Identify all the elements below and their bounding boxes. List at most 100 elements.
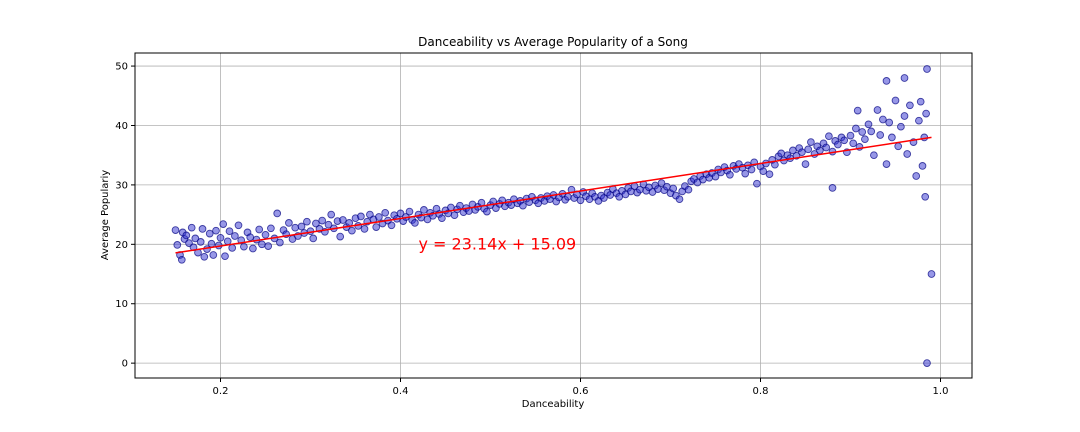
data-point xyxy=(816,146,824,155)
data-point xyxy=(882,160,891,168)
data-points xyxy=(171,65,936,367)
axis-ticks: 0.2 0.4 0.6 0.8 1.0 0 10 20 30 40 50 xyxy=(115,62,948,397)
data-point xyxy=(348,226,356,235)
y-tick-label: 0 xyxy=(122,359,128,370)
data-point xyxy=(381,208,390,217)
data-point xyxy=(387,221,396,230)
outlier-point xyxy=(882,77,891,85)
data-point xyxy=(897,122,905,131)
x-tick-label: 0.6 xyxy=(573,386,589,397)
data-point xyxy=(600,194,608,202)
data-point xyxy=(223,237,232,246)
data-point xyxy=(861,135,869,144)
data-point xyxy=(879,115,887,124)
data-point xyxy=(216,233,225,242)
data-point xyxy=(360,225,369,233)
data-point xyxy=(801,160,810,168)
regression-equation: y = 23.14x + 15.09 xyxy=(419,234,577,253)
data-point xyxy=(372,223,381,231)
outlier-point xyxy=(923,65,931,73)
y-tick-label: 20 xyxy=(115,240,128,251)
x-tick-label: 0.8 xyxy=(753,386,769,397)
y-tick-label: 10 xyxy=(115,299,128,310)
y-axis-label: Average Populariy xyxy=(100,170,111,261)
data-point xyxy=(177,255,186,264)
data-point xyxy=(669,184,678,193)
outlier-point xyxy=(828,184,837,192)
data-point xyxy=(834,140,842,149)
data-point xyxy=(684,185,693,194)
data-point xyxy=(807,138,815,146)
data-point xyxy=(900,112,909,120)
outlier-point xyxy=(923,359,931,367)
data-point xyxy=(438,214,446,223)
data-point xyxy=(747,165,756,174)
data-point xyxy=(840,136,849,145)
data-point xyxy=(912,172,921,180)
data-point xyxy=(231,232,239,240)
data-point xyxy=(519,201,527,210)
data-point xyxy=(420,206,428,214)
data-point xyxy=(711,172,720,181)
data-point xyxy=(212,226,220,235)
data-point xyxy=(906,101,914,110)
data-point xyxy=(200,252,209,261)
data-point xyxy=(916,97,925,106)
data-point xyxy=(849,139,858,148)
data-point xyxy=(228,244,237,252)
data-point xyxy=(456,201,464,210)
data-point xyxy=(246,233,255,242)
data-point xyxy=(885,118,894,127)
data-point xyxy=(327,210,336,219)
data-point xyxy=(894,142,903,151)
regression-line xyxy=(175,136,932,254)
data-point xyxy=(336,232,345,241)
data-point xyxy=(411,219,419,227)
data-point xyxy=(264,242,273,250)
data-point xyxy=(864,120,873,129)
data-point xyxy=(483,207,491,216)
data-point xyxy=(196,238,205,246)
data-point xyxy=(205,229,214,238)
data-point xyxy=(267,224,275,233)
data-point xyxy=(853,106,862,115)
data-point xyxy=(804,145,813,154)
data-point xyxy=(858,128,867,136)
x-tick-label: 1.0 xyxy=(933,386,949,397)
data-point xyxy=(405,207,414,216)
data-point xyxy=(312,219,320,228)
data-point xyxy=(273,209,282,218)
data-point xyxy=(777,149,786,158)
data-point xyxy=(576,196,585,205)
data-point xyxy=(867,127,876,136)
data-point xyxy=(423,215,432,224)
data-point xyxy=(234,221,243,230)
data-point xyxy=(171,226,180,234)
data-point xyxy=(191,234,200,243)
data-point xyxy=(318,216,327,225)
data-point xyxy=(375,213,383,221)
data-point xyxy=(891,96,900,105)
data-point xyxy=(822,143,831,152)
data-point xyxy=(357,212,365,221)
data-point xyxy=(207,239,216,248)
data-point xyxy=(852,124,860,133)
y-tick-label: 30 xyxy=(115,180,128,191)
data-point xyxy=(765,170,774,179)
y-tick-label: 40 xyxy=(115,121,128,132)
data-point xyxy=(309,234,318,243)
data-point xyxy=(873,106,882,114)
outlier-point xyxy=(927,270,936,278)
data-point xyxy=(564,192,572,201)
chart-title: Danceability vs Average Popularity of a … xyxy=(418,35,688,49)
data-point xyxy=(285,219,293,227)
data-point xyxy=(297,222,306,231)
data-point xyxy=(240,242,248,251)
data-point xyxy=(870,151,878,160)
data-point xyxy=(657,179,666,187)
data-point xyxy=(846,131,855,140)
outlier-point xyxy=(900,74,909,82)
data-point xyxy=(303,217,311,226)
data-point xyxy=(396,209,405,218)
